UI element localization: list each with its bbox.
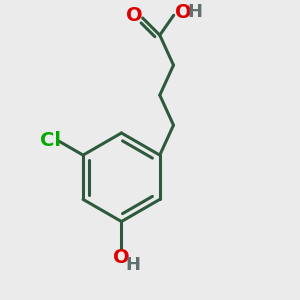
Text: H: H xyxy=(125,256,140,274)
Text: O: O xyxy=(126,6,142,25)
Text: Cl: Cl xyxy=(40,131,61,150)
Text: H: H xyxy=(188,3,202,21)
Text: O: O xyxy=(175,4,191,22)
Text: O: O xyxy=(113,248,130,267)
